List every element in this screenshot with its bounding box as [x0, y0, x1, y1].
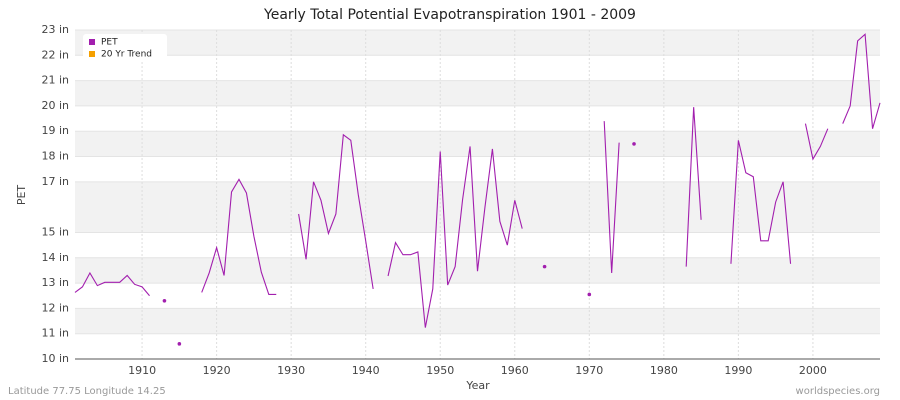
legend-label: 20 Yr Trend [101, 50, 152, 60]
y-tick-label: 21 in [41, 74, 69, 87]
x-tick-label: 1970 [575, 364, 603, 377]
y-tick-label: 18 in [41, 150, 69, 163]
x-tick-label: 1960 [501, 364, 529, 377]
grid-band [75, 308, 880, 334]
legend-swatch [89, 51, 95, 57]
data-point [162, 298, 167, 303]
y-axis-label: PET [15, 185, 28, 206]
x-tick-label: 1930 [277, 364, 305, 377]
data-point [542, 264, 547, 269]
y-tick-label: 12 in [41, 301, 69, 314]
legend-swatch [89, 39, 95, 45]
x-tick-label: 1990 [724, 364, 752, 377]
x-tick-label: 2000 [799, 364, 827, 377]
data-point [587, 292, 592, 297]
y-tick-label: 11 in [41, 327, 69, 340]
y-tick-label: 20 in [41, 99, 69, 112]
x-tick-label: 1950 [426, 364, 454, 377]
y-tick-label: 14 in [41, 251, 69, 264]
grid-band [75, 131, 880, 157]
x-tick-label: 1980 [650, 364, 678, 377]
x-tick-label: 1910 [128, 364, 156, 377]
y-tick-label: 13 in [41, 276, 69, 289]
footer-left: Latitude 77.75 Longitude 14.25 [8, 386, 166, 397]
y-tick-label: 23 in [41, 23, 69, 36]
data-point [632, 142, 636, 146]
legend: PET 20 Yr Trend [83, 34, 167, 62]
y-tick-label: 15 in [41, 225, 69, 238]
chart-title: Yearly Total Potential Evapotranspiratio… [263, 7, 636, 23]
footer-right: worldspecies.org [796, 386, 880, 397]
grid-band [75, 80, 880, 106]
y-tick-label: 10 in [41, 352, 69, 365]
data-point [177, 342, 182, 346]
grid-band [75, 30, 880, 56]
x-axis-label: Year [465, 379, 490, 392]
legend-label: PET [101, 38, 118, 48]
data-line [74, 33, 881, 328]
legend-box [83, 34, 167, 62]
grid-band [75, 181, 880, 233]
y-tick-label: 19 in [41, 124, 69, 137]
x-tick-label: 1920 [203, 364, 231, 377]
y-tick-label: 22 in [41, 48, 69, 61]
y-tick-label: 17 in [41, 175, 69, 188]
x-tick-label: 1940 [352, 364, 380, 377]
